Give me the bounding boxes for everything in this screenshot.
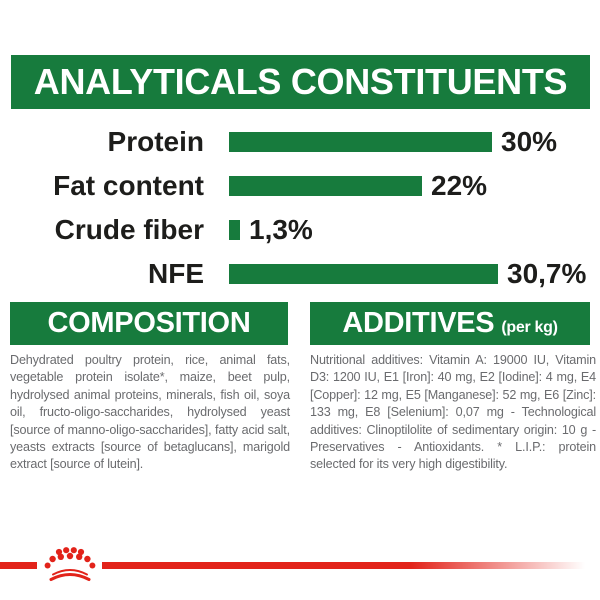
additives-body-text: Nutritional additives: Vitamin A: 19000 … — [310, 353, 596, 472]
chart-bar-protein — [229, 132, 492, 152]
additives-per-kg-note: (per kg) — [501, 318, 558, 336]
chart-value-fat-content: 22% — [431, 170, 488, 201]
footer-rule-right — [102, 562, 600, 569]
chart-value-protein: 30% — [501, 126, 558, 157]
chart-label-protein: Protein — [107, 126, 204, 157]
chart-bar-fat-content — [229, 176, 422, 196]
analytical-constituents-header: ANALYTICALS CONSTITUENTS — [11, 55, 590, 109]
chart-bar-crude-fiber — [229, 220, 240, 240]
chart-label-crude-fiber: Crude fiber — [54, 214, 204, 245]
additives-header: ADDITIVES (per kg) — [310, 302, 590, 345]
additives-title: ADDITIVES — [342, 307, 495, 339]
chart-value-nfe: 30,7% — [507, 258, 587, 289]
chart-bar-nfe — [229, 264, 498, 284]
footer-rule-left — [0, 562, 37, 569]
composition-title: COMPOSITION — [47, 307, 251, 339]
royal-canin-crown-icon — [44, 547, 96, 581]
composition-body-text: Dehydrated poultry protein, rice, animal… — [10, 353, 290, 472]
chart-label-nfe: NFE — [148, 258, 204, 289]
chart-label-fat-content: Fat content — [53, 170, 204, 201]
chart-value-crude-fiber: 1,3% — [249, 214, 313, 245]
analytical-constituents-title: ANALYTICALS CONSTITUENTS — [33, 61, 568, 102]
composition-header: COMPOSITION — [10, 302, 288, 345]
